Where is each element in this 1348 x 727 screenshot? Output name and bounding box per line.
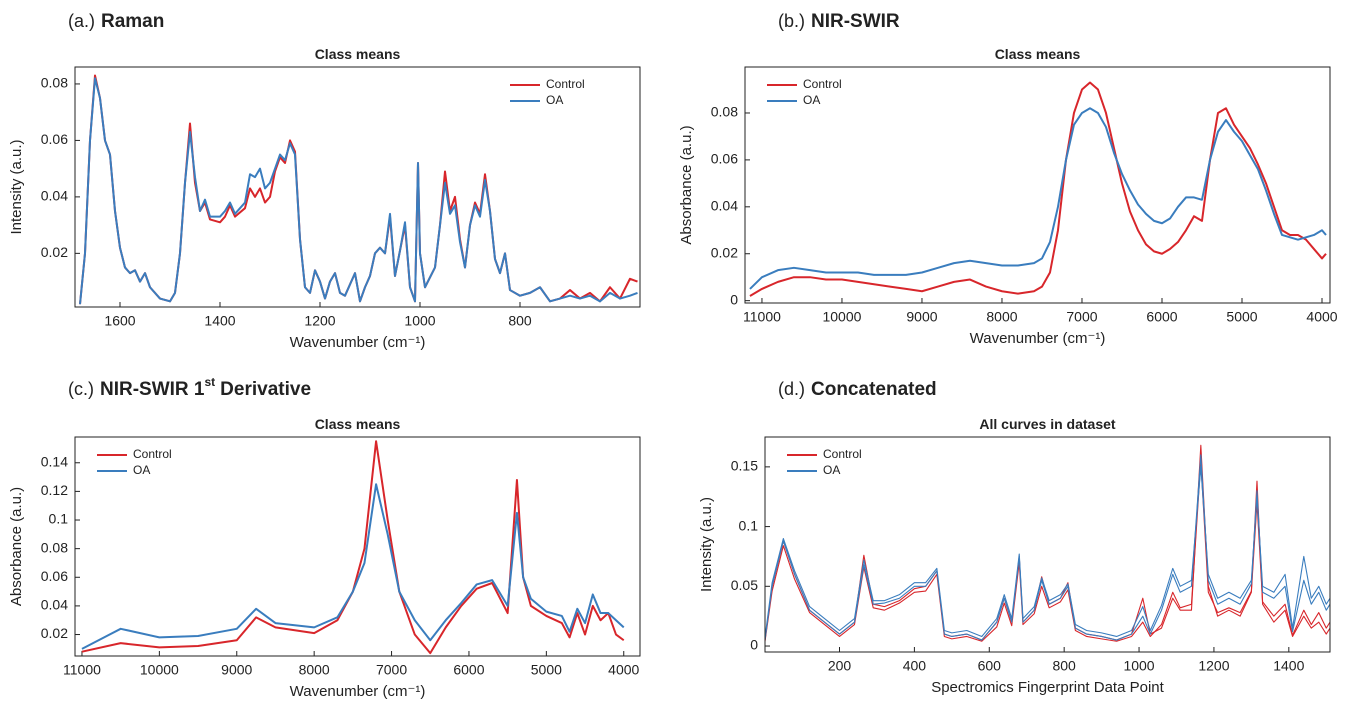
plot-lines <box>749 81 1327 297</box>
x-tick-label: 400 <box>903 658 927 674</box>
y-axis-label: Intensity (a.u.) <box>8 139 25 234</box>
panel-label: (a.) <box>68 11 95 31</box>
legend-label: OA <box>803 93 820 107</box>
x-tick-label: 800 <box>508 313 532 329</box>
x-tick-label: 9000 <box>906 309 937 325</box>
legend-label: OA <box>546 93 563 107</box>
y-tick-label: 0.08 <box>41 75 68 91</box>
panel-title: st <box>205 375 216 389</box>
legend-label: Control <box>823 447 862 461</box>
y-tick-label: 0.14 <box>41 453 68 469</box>
panel-title: Raman <box>101 11 164 32</box>
x-tick-label: 6000 <box>453 662 484 678</box>
x-tick-label: 9000 <box>221 662 252 678</box>
x-tick-label: 4000 <box>1306 309 1337 325</box>
chart-title: Class means <box>315 416 401 432</box>
x-tick-label: 4000 <box>608 662 639 678</box>
panel-heading: (d.) Concatenated <box>778 379 937 400</box>
panel-title: NIR-SWIR <box>811 11 900 32</box>
x-axis-label: Wavenumber (cm⁻¹) <box>290 683 426 700</box>
y-tick-label: 0.08 <box>41 539 68 555</box>
x-tick-label: 10000 <box>822 309 861 325</box>
y-tick-label: 0.12 <box>41 482 68 498</box>
x-tick-label: 11000 <box>63 662 101 678</box>
x-tick-label: 5000 <box>1226 309 1257 325</box>
chart-title: Class means <box>995 46 1081 62</box>
y-axis-label: Intensity (a.u.) <box>698 497 715 592</box>
plot-frame <box>764 436 1331 653</box>
x-tick-label: 200 <box>828 658 852 674</box>
series-line <box>81 440 625 655</box>
x-tick-label: 1000 <box>404 313 435 329</box>
y-tick-label: 0.1 <box>49 511 69 527</box>
y-axis-label: Absorbance (a.u.) <box>678 125 695 244</box>
x-tick-label: 11000 <box>743 309 781 325</box>
y-tick-label: 0.1 <box>739 517 759 533</box>
plot-frame <box>74 66 641 308</box>
y-tick-label: 0.04 <box>41 597 68 613</box>
y-tick-label: 0.02 <box>711 244 738 260</box>
x-tick-label: 1200 <box>1198 658 1229 674</box>
panel-title: NIR-SWIR 1 <box>100 379 205 400</box>
panel-heading: (c.) NIR-SWIR 1st Derivative <box>68 375 311 400</box>
x-tick-label: 1400 <box>204 313 235 329</box>
panel-label: (b.) <box>778 11 805 31</box>
chart-title: All curves in dataset <box>979 416 1116 432</box>
panel-title: Derivative <box>220 379 311 400</box>
y-tick-label: 0.02 <box>41 625 68 641</box>
y-tick-label: 0.06 <box>41 131 68 147</box>
x-tick-label: 600 <box>978 658 1002 674</box>
x-tick-label: 8000 <box>299 662 330 678</box>
panel-heading: (a.) Raman <box>68 11 164 32</box>
x-axis-label: Wavenumber (cm⁻¹) <box>970 330 1106 347</box>
y-tick-label: 0.04 <box>711 198 738 214</box>
plot-lines <box>79 74 638 305</box>
series-line <box>765 466 1330 638</box>
y-tick-label: 0.15 <box>731 458 758 474</box>
x-tick-label: 5000 <box>531 662 562 678</box>
x-tick-label: 7000 <box>376 662 407 678</box>
x-tick-label: 7000 <box>1066 309 1097 325</box>
panel-heading: (b.) NIR-SWIR <box>778 11 900 32</box>
legend-label: Control <box>803 77 842 91</box>
panel-title: Concatenated <box>811 379 937 400</box>
y-axis-label: Absorbance (a.u.) <box>8 487 25 606</box>
x-tick-label: 1400 <box>1273 658 1304 674</box>
x-tick-label: 800 <box>1052 658 1076 674</box>
plot-frame <box>744 66 1331 304</box>
y-tick-label: 0.05 <box>731 577 758 593</box>
y-tick-label: 0 <box>750 637 758 653</box>
plot-frame <box>74 436 641 657</box>
x-tick-label: 1600 <box>104 313 135 329</box>
x-axis-label: Wavenumber (cm⁻¹) <box>290 334 426 351</box>
plot-lines <box>765 444 1330 642</box>
x-tick-label: 10000 <box>140 662 179 678</box>
y-tick-label: 0 <box>730 291 738 307</box>
panel-label: (c.) <box>68 379 94 399</box>
x-axis-label: Spectromics Fingerprint Data Point <box>931 679 1164 696</box>
y-tick-label: 0.06 <box>711 151 738 167</box>
legend-label: Control <box>546 77 585 91</box>
legend-label: OA <box>823 463 840 477</box>
series-line <box>749 81 1327 297</box>
y-tick-label: 0.04 <box>41 188 68 204</box>
y-tick-label: 0.02 <box>41 244 68 260</box>
x-tick-label: 1000 <box>1123 658 1154 674</box>
series-line <box>79 77 638 305</box>
series-line <box>81 483 625 650</box>
panel-label: (d.) <box>778 379 805 399</box>
chart-title: Class means <box>315 46 401 62</box>
x-tick-label: 6000 <box>1146 309 1177 325</box>
legend-label: OA <box>133 463 150 477</box>
y-tick-label: 0.06 <box>41 568 68 584</box>
x-tick-label: 1200 <box>304 313 335 329</box>
plot-lines <box>81 440 625 655</box>
y-tick-label: 0.08 <box>711 104 738 120</box>
x-tick-label: 8000 <box>986 309 1017 325</box>
series-line <box>749 107 1327 290</box>
legend-label: Control <box>133 447 172 461</box>
